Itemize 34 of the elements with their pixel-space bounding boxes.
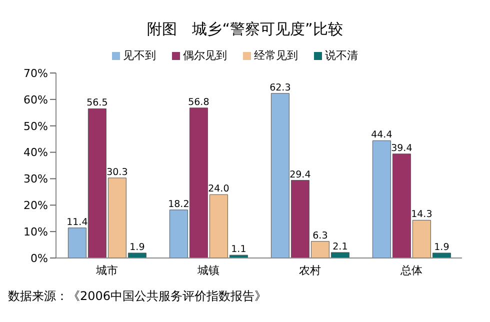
y-tick-label: 40% — [24, 146, 48, 160]
data-label: 56.5 — [86, 98, 108, 109]
y-tick-label: 10% — [24, 225, 48, 238]
x-tick-label: 总体 — [399, 264, 422, 277]
data-label: 6.3 — [312, 230, 328, 242]
legend-label: 见不到 — [123, 48, 156, 63]
data-label: 39.4 — [391, 142, 412, 154]
data-label: 30.3 — [106, 166, 128, 178]
y-tick-label: 60% — [24, 93, 48, 106]
legend-label: 经常见到 — [254, 48, 298, 63]
x-tick-label: 城市 — [94, 264, 118, 277]
y-tick-label: 50% — [24, 120, 48, 133]
data-label: 2.1 — [332, 241, 348, 252]
legend-label: 偶尔见到 — [183, 48, 227, 63]
y-tick-label: 70% — [24, 66, 48, 80]
y-tick-label: 20% — [24, 199, 48, 212]
legend-label: 说不清 — [325, 48, 358, 63]
data-label: 29.4 — [290, 169, 311, 180]
chart-title: 附图 城乡“警察可见度”比较 — [146, 19, 344, 40]
data-label: 11.4 — [66, 216, 88, 228]
x-tick-label: 城镇 — [196, 264, 220, 277]
x-tick-label: 农村 — [298, 264, 321, 277]
data-label: 1.9 — [130, 242, 145, 253]
data-label: 18.2 — [168, 198, 190, 210]
data-label: 24.0 — [208, 184, 230, 195]
data-label: 1.9 — [434, 242, 450, 253]
data-label: 44.4 — [371, 130, 392, 141]
data-label: 56.8 — [188, 96, 210, 108]
data-label: 1.1 — [231, 244, 246, 256]
y-tick-label: 0% — [30, 252, 48, 265]
source-note: 数据来源：《2006中国公共服务评价指数报告》 — [8, 288, 268, 305]
y-tick-label: 30% — [24, 172, 48, 186]
data-label: 62.3 — [270, 82, 291, 94]
data-label: 14.3 — [411, 209, 432, 220]
